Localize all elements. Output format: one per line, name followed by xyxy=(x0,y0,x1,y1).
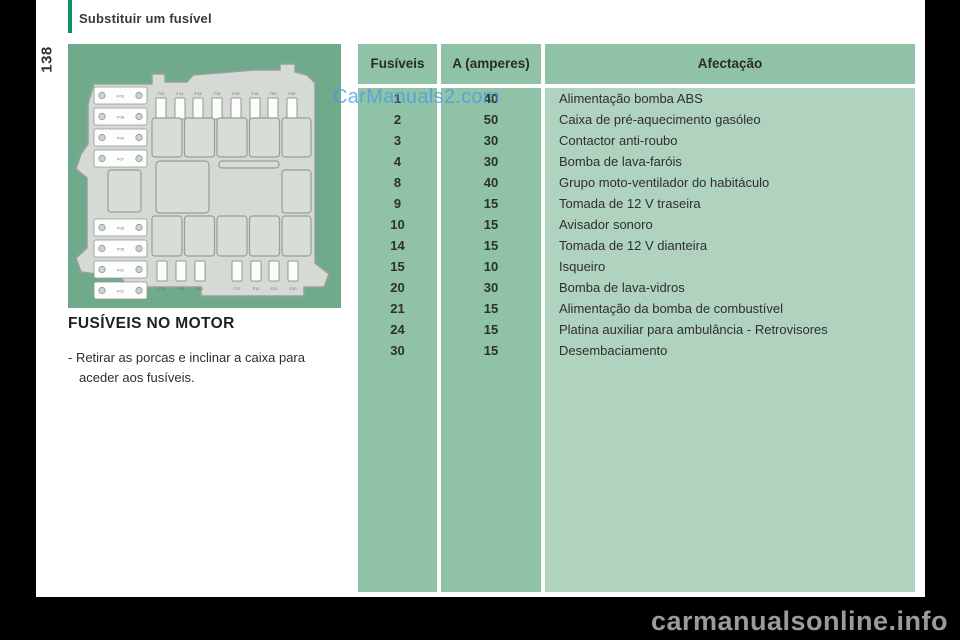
affectation-cell: Bomba de lava-faróis xyxy=(559,154,682,169)
fuse-label: F20 xyxy=(290,286,298,291)
fuse-label: F22 xyxy=(271,286,279,291)
relay-row-middle xyxy=(107,160,312,214)
affectation-cell: Contactor anti-roubo xyxy=(559,133,678,148)
affectation-cell: Isqueiro xyxy=(559,259,606,274)
maxi-fuse-strips: F03 F08 F04 F07 xyxy=(93,86,148,300)
strip-label: F08 xyxy=(117,114,125,119)
fuse-label: F21 xyxy=(197,286,205,291)
affectation-cell: Avisador sonoro xyxy=(559,217,653,232)
fuse-table-body: 1 2 3 4 8 9 10 14 15 20 21 24 30 40 50 30 30 40 15 15 15 10 3… xyxy=(358,88,915,592)
amperage-cell: 15 xyxy=(483,196,499,211)
engine-fusebox-diagram: F03 F08 F04 F07 xyxy=(68,44,341,308)
manual-page: 138 Substituir um fusível F03 F xyxy=(36,0,925,597)
page-number: 138 xyxy=(38,46,56,73)
fuse-number-cell: 20 xyxy=(390,280,405,295)
fuse-number-cell: 10 xyxy=(390,217,405,232)
fuse-label: F15 xyxy=(214,91,222,96)
column-header-fuses: Fusíveis xyxy=(358,44,437,84)
fusebox-illustration: F03 F08 F04 F07 xyxy=(75,63,330,300)
fuse-number-cell: 24 xyxy=(390,322,405,337)
page-title: FUSÍVEIS NO MOTOR xyxy=(68,315,235,332)
amperage-cell: 15 xyxy=(483,343,499,358)
overlay-watermark: CarManuals2.com xyxy=(333,86,500,108)
affectation-cell: Caixa de pré-aquecimento gasóleo xyxy=(559,112,761,127)
relay-row-lower xyxy=(151,215,312,257)
amperage-cell: 30 xyxy=(483,154,499,169)
affectation-cell: Bomba de lava-vidros xyxy=(559,280,685,295)
fuse-label: F18 xyxy=(178,286,186,291)
fuse-number-cell: 3 xyxy=(393,133,402,148)
fuse-number-cell: 14 xyxy=(390,238,405,253)
fuse-label: F30 xyxy=(289,91,297,96)
strip-label: F03 xyxy=(117,93,125,98)
section-title: Substituir um fusível xyxy=(79,11,212,26)
affectation-cell: Platina auxiliar para ambulância - Retro… xyxy=(559,322,828,337)
amperage-cell: 15 xyxy=(483,217,499,232)
fuse-number-cell: 30 xyxy=(390,343,405,358)
fuse-number-cell: 8 xyxy=(393,175,402,190)
instruction-line: - Retirar as porcas e inclinar a caixa p… xyxy=(68,350,305,365)
amperage-cell: 10 xyxy=(483,259,499,274)
strip-label: F07 xyxy=(117,156,125,161)
affectation-cell: Tomada de 12 V traseira xyxy=(559,196,701,211)
fuse-number-cell: 1 xyxy=(393,91,402,106)
fuse-label: F11 xyxy=(253,286,260,291)
bottom-fuse-row: F23 F18 F21 F17 F11 F22 F20 xyxy=(156,260,299,291)
fuse-label: F17 xyxy=(234,286,242,291)
amperage-cell: 15 xyxy=(483,301,499,316)
affectation-cell: Alimentação da bomba de combustível xyxy=(559,301,784,316)
fuse-label: F23 xyxy=(159,286,167,291)
fuse-table: Fusíveis A (amperes) Afectação 1 2 3 4 8 9 10 1… xyxy=(358,44,915,592)
amperage-cell: 30 xyxy=(483,133,499,148)
column-header-amps: A (amperes) xyxy=(441,44,541,84)
fuse-label: F09 xyxy=(270,91,278,96)
amperage-column: 40 50 30 30 40 15 15 15 10 30 15 15 15 xyxy=(441,88,541,592)
affectation-cell: Desembaciamento xyxy=(559,343,668,358)
fuse-label: F14 xyxy=(177,91,185,96)
footer-watermark: carmanualsonline.info xyxy=(650,606,948,636)
affectation-cell: Tomada de 12 V dianteira xyxy=(559,238,708,253)
fuse-number-column: 1 2 3 4 8 9 10 14 15 20 21 24 30 xyxy=(358,88,437,592)
strip-label: F04 xyxy=(117,135,125,140)
relay-row-upper xyxy=(151,117,312,158)
fuse-label: F19 xyxy=(233,91,241,96)
affectation-cell: Alimentação bomba ABS xyxy=(559,91,703,106)
amperage-cell: 40 xyxy=(483,175,499,190)
amperage-cell: 50 xyxy=(483,112,499,127)
fuse-label: F13 xyxy=(195,91,203,96)
instruction-line: aceder aos fusíveis. xyxy=(79,369,195,385)
fuse-number-cell: 9 xyxy=(393,196,402,211)
strip-label: F05 xyxy=(117,246,125,251)
strip-label: F01 xyxy=(117,288,125,293)
strip-label: F02 xyxy=(117,267,125,272)
fuse-number-cell: 21 xyxy=(390,301,405,316)
fuse-number-cell: 2 xyxy=(393,112,402,127)
fuse-number-cell: 15 xyxy=(390,259,405,274)
amperage-cell: 30 xyxy=(483,280,499,295)
strip-label: F06 xyxy=(117,225,125,230)
amperage-cell: 15 xyxy=(483,322,499,337)
fuse-label: F16 xyxy=(252,91,260,96)
fuse-label: F24 xyxy=(158,91,166,96)
fuse-number-cell: 4 xyxy=(393,154,402,169)
affectation-column: Alimentação bomba ABS Caixa de pré-aqueci… xyxy=(545,88,915,592)
fuse-table-header: Fusíveis A (amperes) Afectação xyxy=(358,44,915,84)
column-header-affect: Afectação xyxy=(545,44,915,84)
section-accent-bar xyxy=(68,0,72,33)
amperage-cell: 15 xyxy=(483,238,499,253)
affectation-cell: Grupo moto-ventilador do habitáculo xyxy=(559,175,770,190)
instructions-text: - Retirar as porcas e inclinar a caixa p… xyxy=(68,348,305,387)
amperage-cell: 40 xyxy=(483,91,499,106)
